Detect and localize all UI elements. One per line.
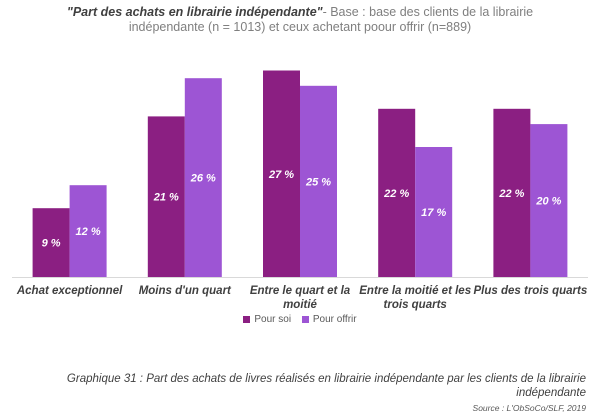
bar-pour-offrir-moins-d-un-quart: [184, 78, 222, 277]
bar-pour-soi-achat-exceptionnel: [32, 208, 70, 277]
data-label-pour-soi-entre-la-moitie-et-les-trois-quarts: 22 %: [383, 188, 409, 200]
category-label-achat-exceptionnel: Achat exceptionnel: [16, 285, 123, 297]
category-label-entre-le-quart-et-la-moitie: Entre le quart et la moitié: [249, 285, 351, 311]
category-label-moins-d-un-quart: Moins d'un quart: [138, 285, 231, 297]
bar-pour-soi-entre-la-moitie-et-les-trois-quarts: [378, 108, 416, 277]
bar-pour-offrir-entre-la-moitie-et-les-trois-quarts: [415, 147, 453, 277]
chart-subtitle: indépendante (n = 1013) et ceux achetant…: [128, 20, 472, 34]
legend-swatch-pour-offrir: [301, 316, 309, 323]
bar-pour-offrir-achat-exceptionnel: [69, 185, 107, 277]
bar-pour-soi-plus-des-trois-quarts: [493, 108, 531, 277]
legend-label-pour-offrir: Pour offrir: [312, 314, 357, 325]
legend-label-pour-soi: Pour soi: [254, 314, 292, 325]
chart-title: "Part des achats en librairie indépendan…: [66, 5, 323, 19]
bar-pour-soi-moins-d-un-quart: [147, 116, 185, 278]
bar-pour-offrir-entre-le-quart-et-la-moitie: [300, 85, 337, 277]
category-label-plus-des-trois-quarts: Plus des trois quarts: [473, 285, 588, 297]
data-label-pour-offrir-achat-exceptionnel: 12 %: [76, 226, 101, 238]
figure-source: Source : L'ObSoCo/SLF, 2019: [472, 403, 586, 413]
category-label-entre-la-moitie-et-les-trois-quarts: Entre la moitié et les trois quarts: [359, 285, 472, 311]
data-label-pour-offrir-entre-le-quart-et-la-moitie: 25 %: [305, 176, 331, 188]
data-label-pour-soi-achat-exceptionnel: 9 %: [42, 238, 61, 250]
data-label-pour-offrir-plus-des-trois-quarts: 20 %: [535, 196, 561, 208]
legend-item-pour-offrir: Pour offrir: [301, 314, 357, 325]
bar-pour-soi-entre-le-quart-et-la-moitie: [263, 70, 300, 277]
chart-title-block: "Part des achats en librairie indépendan…: [0, 5, 600, 35]
data-label-pour-soi-entre-le-quart-et-la-moitie: 27 %: [268, 169, 294, 181]
legend: Pour soi Pour offrir: [0, 314, 600, 326]
bar-pour-offrir-plus-des-trois-quarts: [530, 124, 568, 277]
data-label-pour-offrir-moins-d-un-quart: 26 %: [190, 173, 216, 185]
chart-title-base: - Base : base des clients de la librairi…: [322, 5, 534, 19]
data-label-pour-soi-moins-d-un-quart: 21 %: [153, 192, 179, 204]
legend-swatch-pour-soi: [243, 316, 251, 323]
figure-caption: Graphique 31 : Part des achats de livres…: [66, 373, 586, 399]
legend-item-pour-soi: Pour soi: [243, 314, 291, 325]
data-label-pour-soi-plus-des-trois-quarts: 22 %: [498, 188, 524, 200]
data-label-pour-offrir-entre-la-moitie-et-les-trois-quarts: 17 %: [421, 207, 446, 219]
